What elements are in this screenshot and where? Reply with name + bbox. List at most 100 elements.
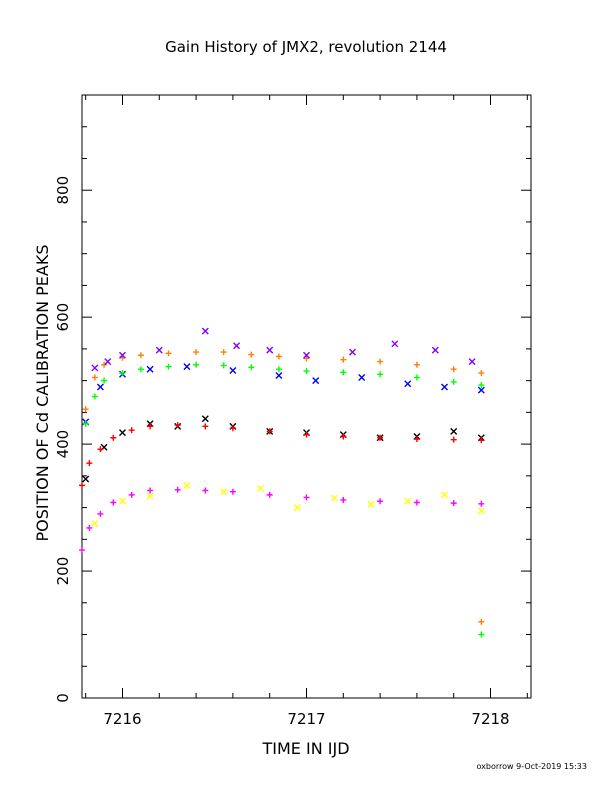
- data-point: [404, 497, 412, 505]
- series-2: [91, 327, 476, 372]
- data-point: [82, 475, 90, 483]
- data-point: [413, 436, 420, 443]
- data-point: [183, 363, 191, 371]
- series-6: [79, 422, 485, 489]
- data-point: [391, 340, 399, 348]
- data-point: [312, 377, 320, 385]
- data-point: [257, 485, 264, 493]
- data-point: [478, 370, 485, 377]
- data-point: [441, 383, 449, 391]
- data-point: [91, 393, 98, 400]
- data-point: [275, 353, 282, 360]
- data-point: [377, 434, 384, 441]
- data-point: [165, 350, 172, 357]
- data-point: [248, 351, 255, 358]
- data-point: [349, 348, 356, 356]
- data-point: [165, 363, 172, 370]
- data-point: [193, 361, 200, 368]
- data-point: [101, 361, 108, 368]
- data-point: [266, 491, 273, 498]
- data-point: [468, 358, 476, 366]
- data-point: [450, 500, 457, 507]
- data-point: [478, 437, 485, 444]
- data-point: [340, 496, 347, 503]
- y-axis-label: POSITION OF Cd CALIBRATION PEAKS: [33, 245, 52, 542]
- data-point: [413, 361, 420, 368]
- data-point: [118, 497, 126, 505]
- data-point: [91, 364, 99, 372]
- data-point: [303, 494, 310, 501]
- data-point: [431, 346, 439, 354]
- data-point: [119, 370, 126, 377]
- data-point: [155, 346, 163, 354]
- data-point: [477, 507, 485, 515]
- data-point: [201, 415, 209, 423]
- axis-tick-labels: 7216 7217 7218 0 200 400 600 800: [54, 176, 510, 728]
- data-point: [193, 349, 200, 356]
- data-point: [303, 351, 310, 359]
- series-3: [82, 363, 485, 426]
- data-point: [377, 358, 384, 365]
- x-tick-label: 7216: [103, 710, 141, 728]
- y-tick-label: 0: [54, 693, 72, 703]
- data-point: [450, 366, 457, 373]
- data-point: [97, 510, 104, 517]
- data-point: [404, 380, 412, 388]
- data-point: [229, 366, 237, 374]
- data-point: [248, 364, 255, 371]
- data-point: [183, 481, 191, 489]
- data-point: [220, 349, 227, 356]
- data-point: [229, 488, 236, 495]
- data-point: [91, 519, 99, 527]
- chart-title: Gain History of JMX2, revolution 2144: [165, 38, 447, 56]
- data-point: [478, 500, 485, 507]
- data-point: [303, 431, 310, 438]
- data-point: [220, 488, 228, 496]
- data-point: [303, 355, 310, 362]
- data-point: [413, 374, 420, 381]
- data-point: [128, 427, 135, 434]
- data-point: [101, 377, 108, 384]
- data-point: [82, 420, 89, 427]
- data-point: [340, 433, 347, 440]
- data-point: [266, 428, 273, 435]
- data-point: [367, 500, 375, 508]
- data-point: [358, 373, 366, 381]
- data-point: [478, 631, 485, 638]
- data-point: [86, 524, 93, 531]
- footer-stamp: oxborrow 9-Oct-2019 15:33: [477, 762, 587, 771]
- y-tick-label: 800: [54, 176, 72, 205]
- axis-ticks: [82, 94, 531, 699]
- data-point: [413, 499, 420, 506]
- data-point: [202, 423, 209, 430]
- data-point: [275, 366, 282, 373]
- data-point: [110, 434, 117, 441]
- data-point: [478, 382, 485, 389]
- data-point: [79, 547, 85, 554]
- data-point: [233, 342, 241, 350]
- data-point: [377, 371, 384, 378]
- data-point: [137, 366, 144, 373]
- series-1: [82, 349, 485, 413]
- x-tick-label: 7218: [471, 710, 509, 728]
- data-point: [104, 358, 112, 366]
- data-point: [147, 423, 154, 430]
- data-point: [96, 383, 104, 391]
- data-point: [82, 406, 89, 413]
- data-point: [377, 498, 384, 505]
- data-point: [110, 499, 117, 506]
- data-point: [220, 362, 227, 369]
- data-points: [79, 327, 485, 638]
- data-point: [202, 487, 209, 494]
- x-axis-label: TIME IN IJD: [261, 739, 349, 758]
- data-point: [86, 460, 93, 467]
- y-tick-label: 200: [54, 557, 72, 586]
- data-point: [340, 356, 347, 363]
- data-point: [229, 425, 236, 432]
- y-tick-label: 400: [54, 430, 72, 459]
- data-point: [146, 492, 154, 500]
- series-7: [91, 481, 485, 527]
- data-point: [147, 487, 154, 494]
- data-point: [79, 482, 85, 489]
